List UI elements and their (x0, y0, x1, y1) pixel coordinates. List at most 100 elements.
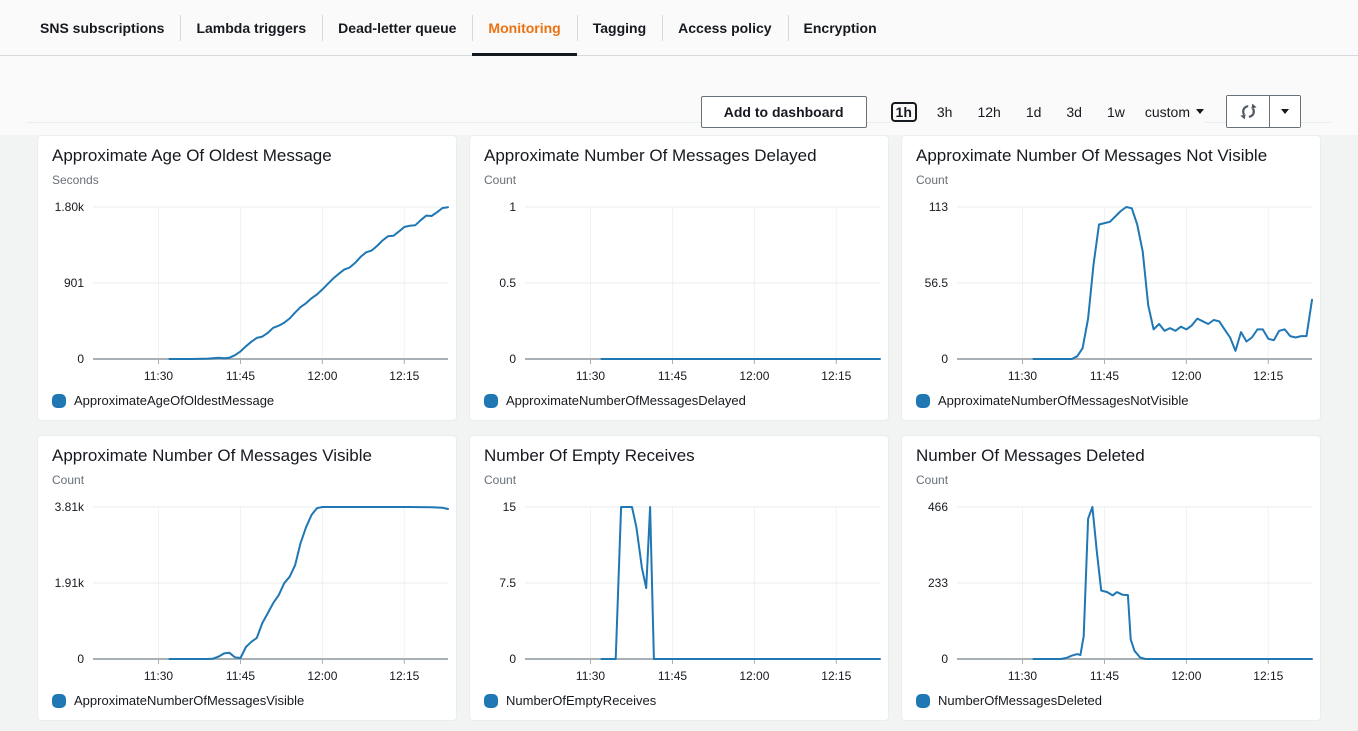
svg-text:Count: Count (52, 473, 85, 487)
chart-plot[interactable]: Seconds 11:30 11:45 12:00 12:15 0 901 1.80k (38, 169, 457, 391)
chart-title: Number Of Messages Deleted (916, 446, 1145, 465)
svg-text:1.91k: 1.91k (55, 576, 85, 590)
chart-title: Approximate Number Of Messages Visible (52, 446, 372, 465)
caret-down-icon (1281, 109, 1289, 114)
time-range-option-3d[interactable]: 3d (1066, 103, 1082, 120)
svg-text:1: 1 (509, 200, 516, 214)
chart-card-approximate-age-of-oldest-message: Approximate Age Of Oldest Message Second… (37, 135, 457, 421)
tab-label: SNS subscriptions (40, 19, 165, 36)
svg-text:56.5: 56.5 (925, 276, 949, 290)
svg-text:233: 233 (928, 576, 948, 590)
time-range-option-12h[interactable]: 12h (977, 103, 1001, 120)
time-range-selector: 1h 3h 12h 1d 3d 1w custom (890, 100, 1204, 123)
svg-text:Count: Count (484, 173, 517, 187)
chart-title: Approximate Age Of Oldest Message (52, 146, 332, 165)
svg-text:12:15: 12:15 (821, 369, 851, 383)
legend-label: NumberOfEmptyReceives (506, 693, 657, 708)
refresh-button-group (1226, 95, 1301, 128)
svg-text:113: 113 (929, 200, 948, 214)
chart-legend-item[interactable]: ApproximateNumberOfMessagesNotVisible (902, 393, 1320, 408)
chart-title: Number Of Empty Receives (484, 446, 695, 465)
toolbar-divider (27, 122, 1331, 123)
chart-card-approximate-number-of-messages-visible: Approximate Number Of Messages Visible C… (37, 435, 457, 721)
tab-monitoring[interactable]: Monitoring (472, 0, 578, 56)
custom-range-label: custom (1144, 103, 1190, 120)
time-range-option-1h[interactable]: 1h (890, 101, 917, 122)
caret-down-icon (1196, 109, 1204, 114)
tab-access-policy[interactable]: Access policy (662, 0, 787, 55)
svg-text:Seconds: Seconds (52, 173, 99, 187)
refresh-options-button[interactable] (1270, 96, 1300, 127)
svg-text:Count: Count (484, 473, 517, 487)
legend-swatch-icon (916, 393, 930, 408)
chart-card-approximate-number-of-messages-not-visible: Approximate Number Of Messages Not Visib… (901, 135, 1321, 421)
chart-plot[interactable]: Count 11:30 11:45 12:00 12:15 0 1.91k 3.81k (38, 469, 457, 691)
chart-plot[interactable]: Count 11:30 11:45 12:00 12:15 0 0.5 1 (470, 169, 889, 391)
tab-label: Tagging (592, 19, 647, 36)
svg-text:3.81k: 3.81k (55, 500, 85, 514)
svg-text:15: 15 (503, 500, 517, 514)
chart-legend-item[interactable]: ApproximateAgeOfOldestMessage (38, 393, 456, 408)
legend-swatch-icon (484, 693, 498, 708)
top-section: SNS subscriptions Lambda triggers Dead-l… (0, 0, 1358, 135)
custom-range-button[interactable]: custom (1145, 104, 1204, 120)
svg-text:11:30: 11:30 (144, 369, 173, 383)
legend-label: ApproximateNumberOfMessagesDelayed (506, 393, 746, 408)
svg-text:Count: Count (916, 473, 949, 487)
svg-text:901: 901 (64, 276, 84, 290)
svg-text:12:00: 12:00 (1171, 369, 1201, 383)
svg-text:12:15: 12:15 (821, 669, 851, 683)
svg-text:466: 466 (928, 500, 948, 514)
legend-swatch-icon (484, 393, 498, 408)
chart-title: Approximate Number Of Messages Not Visib… (916, 146, 1268, 165)
svg-text:0: 0 (77, 352, 84, 366)
svg-text:12:00: 12:00 (307, 669, 337, 683)
chart-plot[interactable]: Count 11:30 11:45 12:00 12:15 0 56.5 113 (902, 169, 1321, 391)
tab-encryption[interactable]: Encryption (787, 0, 893, 55)
chart-legend-item[interactable]: NumberOfEmptyReceives (470, 693, 888, 708)
charts-grid: Approximate Age Of Oldest Message Second… (0, 135, 1358, 731)
time-range-option-1w[interactable]: 1w (1106, 103, 1125, 120)
legend-label: NumberOfMessagesDeleted (938, 693, 1103, 708)
svg-text:12:15: 12:15 (1253, 669, 1283, 683)
tab-tagging[interactable]: Tagging (576, 0, 662, 55)
svg-text:11:45: 11:45 (1090, 369, 1119, 383)
tab-bar: SNS subscriptions Lambda triggers Dead-l… (0, 0, 1358, 56)
svg-text:11:30: 11:30 (576, 669, 605, 683)
svg-text:12:00: 12:00 (739, 669, 769, 683)
toolbar-controls: Add to dashboard 1h 3h 12h 1d 3d 1w custom (700, 95, 1301, 128)
refresh-icon (1239, 103, 1257, 120)
svg-text:0: 0 (941, 352, 948, 366)
svg-text:12:00: 12:00 (739, 369, 769, 383)
svg-text:11:45: 11:45 (658, 669, 687, 683)
svg-text:11:45: 11:45 (226, 369, 255, 383)
time-range-option-1d[interactable]: 1d (1025, 103, 1042, 120)
tab-sns-subscriptions[interactable]: SNS subscriptions (24, 0, 180, 55)
svg-text:0: 0 (509, 652, 516, 666)
chart-legend-item[interactable]: ApproximateNumberOfMessagesVisible (38, 693, 456, 708)
svg-text:11:45: 11:45 (1090, 669, 1119, 683)
svg-text:0: 0 (77, 652, 84, 666)
refresh-button[interactable] (1227, 96, 1270, 127)
chart-plot[interactable]: Count 11:30 11:45 12:00 12:15 0 233 466 (902, 469, 1321, 691)
time-range-option-3h[interactable]: 3h (936, 103, 953, 120)
chart-legend-item[interactable]: ApproximateNumberOfMessagesDelayed (470, 393, 888, 408)
legend-swatch-icon (52, 393, 66, 408)
svg-text:11:30: 11:30 (576, 369, 605, 383)
svg-text:11:30: 11:30 (1008, 669, 1037, 683)
chart-card-number-of-empty-receives: Number Of Empty Receives Count 11:30 11:45… (469, 435, 889, 721)
tab-lambda-triggers[interactable]: Lambda triggers (180, 0, 322, 55)
svg-text:12:15: 12:15 (389, 369, 419, 383)
tab-dead-letter-queue[interactable]: Dead-letter queue (322, 0, 472, 55)
chart-legend-item[interactable]: NumberOfMessagesDeleted (902, 693, 1320, 708)
chart-title: Approximate Number Of Messages Delayed (484, 146, 817, 165)
toolbar: Add to dashboard 1h 3h 12h 1d 3d 1w custom (0, 56, 1358, 135)
svg-text:0.5: 0.5 (499, 276, 516, 290)
tab-label: Dead-letter queue (338, 19, 457, 36)
svg-text:0: 0 (509, 352, 516, 366)
chart-plot[interactable]: Count 11:30 11:45 12:00 12:15 0 7.5 15 (470, 469, 889, 691)
add-to-dashboard-button[interactable]: Add to dashboard (700, 95, 867, 128)
svg-text:12:15: 12:15 (1253, 369, 1283, 383)
legend-swatch-icon (916, 693, 930, 708)
svg-text:12:15: 12:15 (389, 669, 419, 683)
